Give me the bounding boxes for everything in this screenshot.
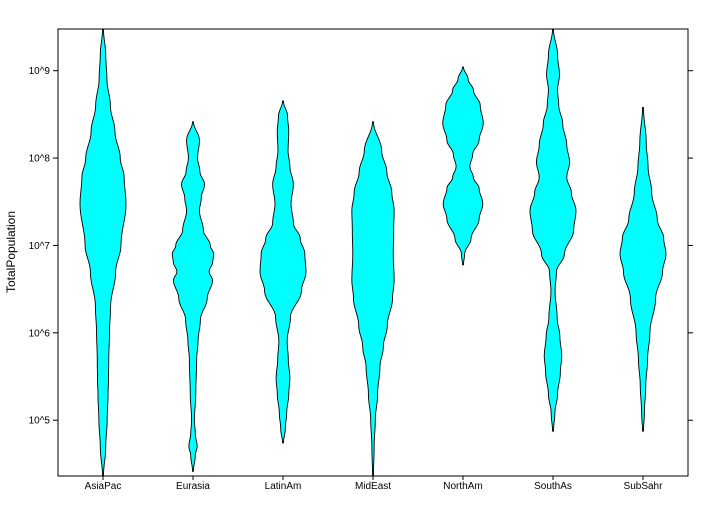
x-tick-label: LatinAm bbox=[265, 481, 302, 492]
x-tick-label: NorthAm bbox=[443, 481, 482, 492]
y-tick-label: 10^7 bbox=[29, 241, 51, 252]
y-tick-label: 10^8 bbox=[29, 154, 51, 165]
x-tick-label: Eurasia bbox=[176, 481, 210, 492]
violins-group bbox=[79, 28, 667, 477]
violin-asiapac bbox=[79, 28, 127, 477]
violin-mideast bbox=[351, 121, 395, 477]
y-tick-label: 10^5 bbox=[29, 416, 51, 427]
x-tick-label: MidEast bbox=[355, 481, 391, 492]
y-axis: 10^5 10^6 10^7 10^8 10^9 bbox=[29, 66, 693, 427]
violin-southas bbox=[529, 28, 577, 432]
y-tick-label: 10^6 bbox=[29, 328, 51, 339]
violin-northam bbox=[442, 66, 484, 266]
x-axis: AsiaPac Eurasia LatinAm MidEast NorthAm South… bbox=[85, 476, 663, 492]
violin-subsahr bbox=[619, 106, 667, 432]
violin-eurasia bbox=[171, 121, 215, 472]
x-tick-label: SouthAs bbox=[534, 481, 572, 492]
y-tick-label: 10^9 bbox=[29, 66, 51, 77]
x-tick-label: SubSahr bbox=[624, 481, 664, 492]
y-axis-title: TotalPopulation bbox=[4, 211, 18, 293]
violin-latinam bbox=[259, 100, 307, 444]
x-tick-label: AsiaPac bbox=[85, 481, 122, 492]
